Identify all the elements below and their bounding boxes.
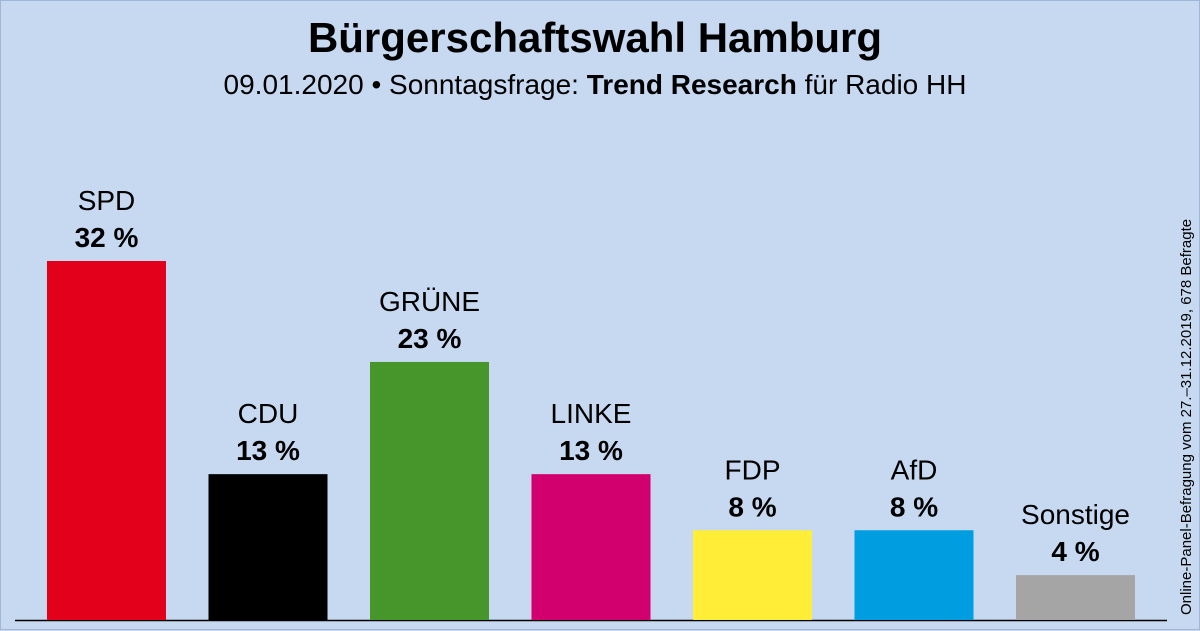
bar-gruene [370, 361, 489, 620]
chart-title: Bürgerschaftswahl Hamburg [307, 14, 883, 61]
bar-sonstige [1016, 575, 1135, 620]
subtitle-client: für Radio HH [804, 69, 967, 100]
category-label-cdu: CDU [238, 398, 299, 429]
value-label-spd: 32 % [75, 222, 139, 253]
category-label-linke: LINKE [551, 398, 632, 429]
subtitle-institute: Trend Research [586, 69, 797, 100]
subtitle-date: 09.01.2020 • Sonntagsfrage: [223, 69, 579, 100]
bar-linke [531, 474, 651, 620]
category-label-gruene: GRÜNE [379, 286, 480, 317]
category-label-fdp: FDP [725, 454, 781, 485]
category-label-spd: SPD [78, 185, 136, 216]
value-label-linke: 13 % [559, 435, 623, 466]
chart-subtitle: 09.01.2020 • Sonntagsfrage: Trend Resear… [1, 69, 1189, 101]
bar-fdp [693, 530, 812, 620]
bar-afd [854, 530, 974, 620]
value-label-gruene: 23 % [398, 323, 462, 354]
bar-spd [47, 261, 166, 620]
category-label-sonstige: Sonstige [1021, 499, 1130, 530]
value-label-fdp: 8 % [728, 491, 776, 522]
value-label-afd: 8 % [890, 491, 938, 522]
category-label-afd: AfD [891, 454, 938, 485]
value-label-sonstige: 4 % [1051, 536, 1099, 567]
bar-cdu [208, 474, 328, 620]
value-label-cdu: 13 % [236, 435, 300, 466]
